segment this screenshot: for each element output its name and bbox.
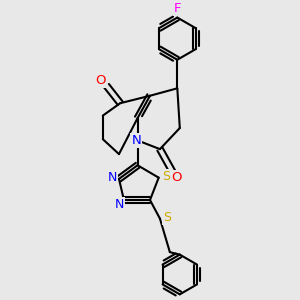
Text: S: S [162, 170, 170, 183]
Text: N: N [108, 171, 118, 184]
Text: S: S [163, 211, 171, 224]
Text: N: N [114, 199, 124, 212]
Text: N: N [131, 134, 141, 147]
Text: O: O [171, 171, 181, 184]
Text: O: O [95, 74, 106, 87]
Text: F: F [174, 2, 181, 15]
